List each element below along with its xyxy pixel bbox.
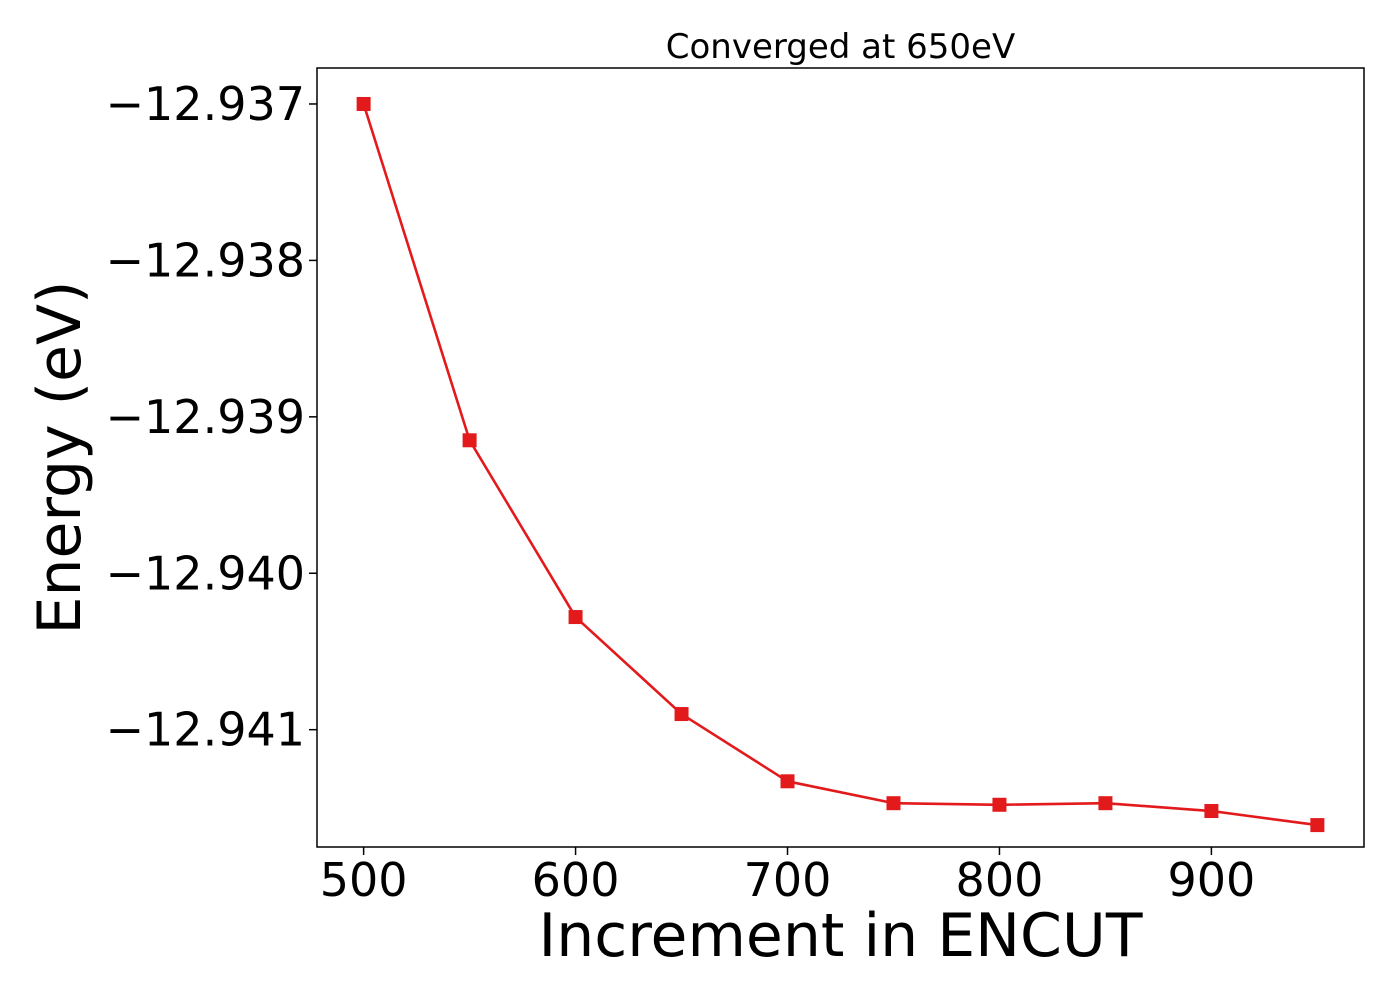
x-tick-label: 600	[532, 853, 620, 907]
data-point-marker	[992, 797, 1007, 812]
x-tick-label: 900	[1167, 853, 1255, 907]
x-axis-label: Increment in ENCUT	[539, 901, 1143, 971]
x-tick-label: 700	[744, 853, 832, 907]
series-layer	[356, 96, 1325, 833]
y-tick-label: −12.941	[106, 703, 306, 757]
axes: 500 600 700 800 900 −12.937 −12.938 −12.939 −12.…	[106, 67, 1365, 907]
y-tick-label: −12.939	[106, 390, 306, 444]
y-tick-label: −12.937	[106, 77, 306, 131]
y-tick-label: −12.940	[106, 546, 306, 600]
data-point-marker	[780, 774, 795, 789]
data-point-marker	[462, 433, 477, 448]
data-point-marker	[1098, 796, 1113, 811]
data-point-marker	[568, 610, 583, 625]
plot-frame	[316, 67, 1365, 848]
data-point-marker	[674, 707, 689, 722]
chart-title: Converged at 650eV	[666, 27, 1015, 67]
y-tick-label: −12.938	[106, 233, 306, 287]
x-tick-label: 500	[320, 853, 408, 907]
y-axis-label: Energy (eV)	[25, 281, 95, 635]
data-point-marker	[1204, 804, 1219, 819]
data-point-marker	[886, 796, 901, 811]
data-point-marker	[356, 96, 371, 111]
series-line	[362, 103, 1318, 827]
data-point-marker	[1310, 818, 1325, 833]
x-tick-label: 800	[956, 853, 1044, 907]
